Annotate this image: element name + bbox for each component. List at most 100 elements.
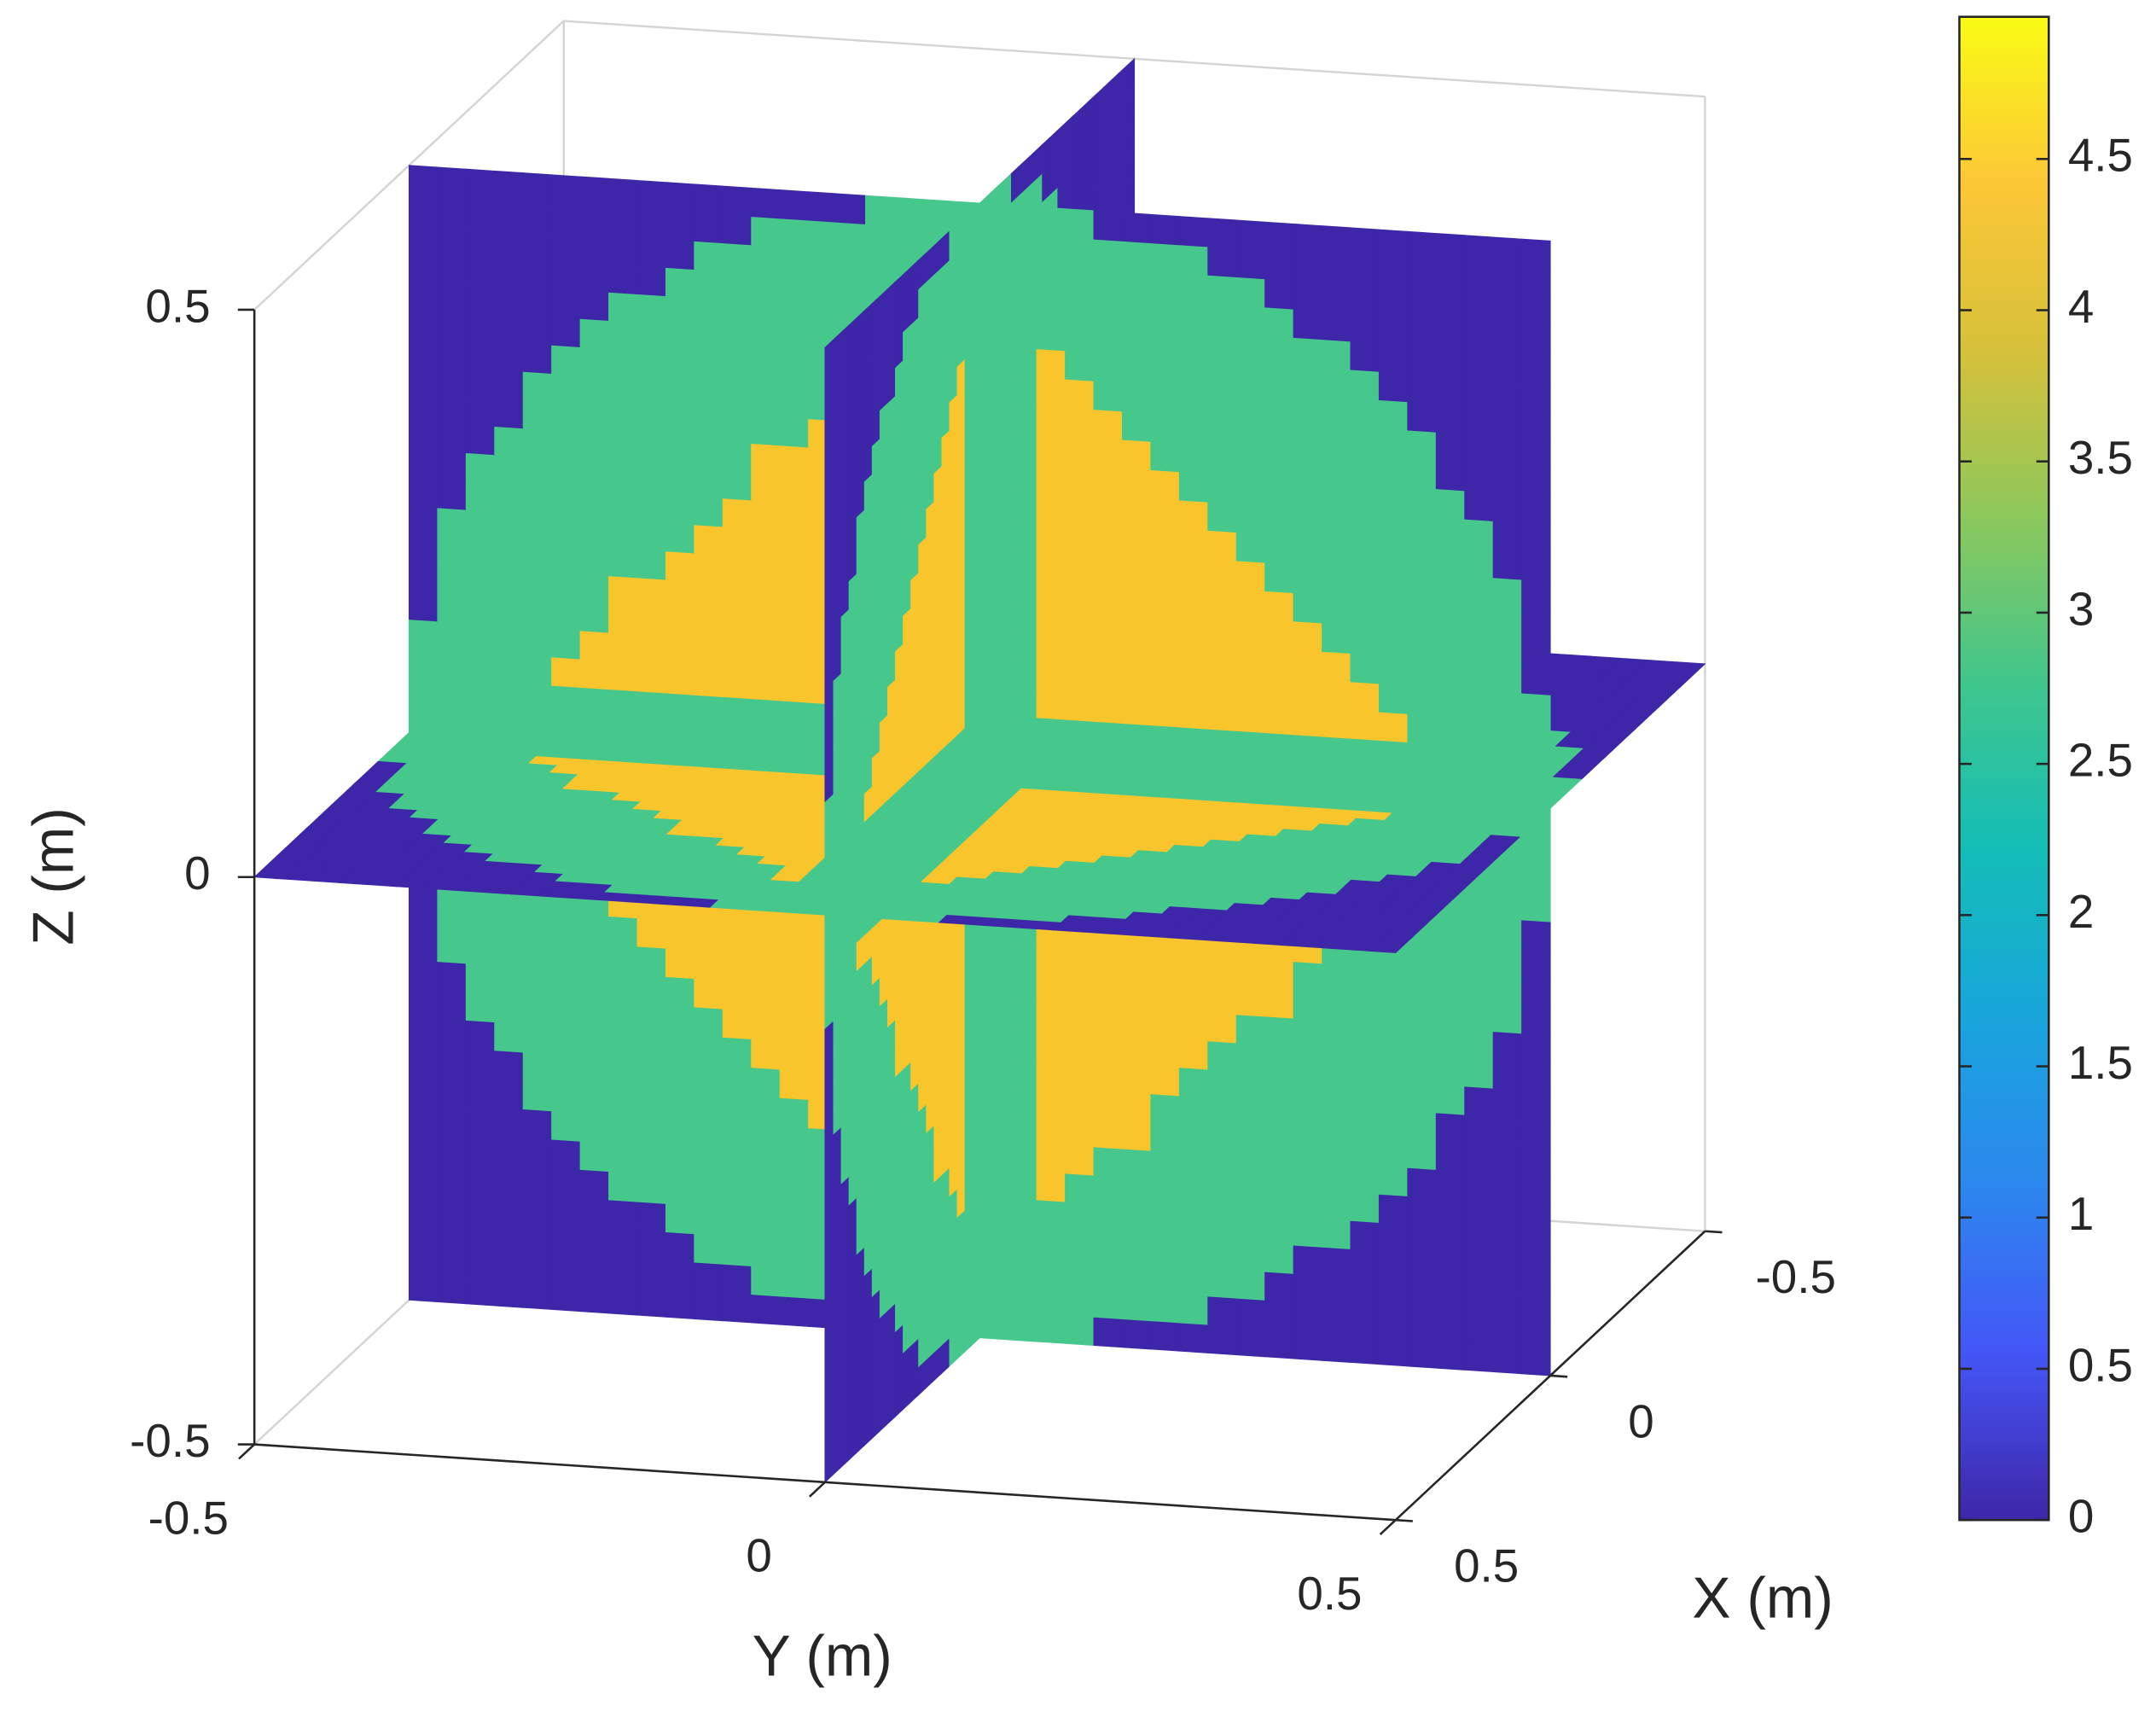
slice-cell xyxy=(1407,1195,1437,1227)
colorbar-tick-label: 2 xyxy=(2068,885,2094,938)
slice-cell xyxy=(1065,690,1095,722)
slice-cell xyxy=(408,249,439,282)
slice-cell xyxy=(1407,1110,1437,1142)
slice-cell xyxy=(665,295,695,327)
slice-cell xyxy=(1150,1150,1180,1182)
slice-cell xyxy=(1065,549,1095,580)
slice-cell xyxy=(779,331,810,363)
slice-cell xyxy=(1178,1010,1209,1042)
slice-cell xyxy=(1435,1027,1466,1059)
slice-cell xyxy=(1407,684,1437,717)
slice-cell xyxy=(1235,645,1266,677)
slice-cell xyxy=(1492,605,1523,637)
slice-cell xyxy=(1065,747,1095,779)
slice-cell xyxy=(722,327,753,359)
slice-cell xyxy=(1378,428,1409,459)
slice-cell xyxy=(1464,689,1494,720)
slice-cell xyxy=(751,216,781,247)
slice-cell xyxy=(408,1072,439,1104)
slice-cell xyxy=(722,696,753,728)
slice-cell xyxy=(494,1021,524,1053)
slice-cell xyxy=(779,1097,810,1129)
slice-cell xyxy=(1093,1118,1123,1150)
slice-cell xyxy=(1178,1067,1209,1098)
slice-cell xyxy=(608,660,638,692)
slice-cell xyxy=(1378,739,1409,771)
slice-cell xyxy=(636,492,666,524)
slice-cell xyxy=(665,1033,695,1064)
slice-cell xyxy=(1350,482,1380,515)
slice-cell xyxy=(779,728,810,760)
slice-cell xyxy=(665,947,695,980)
slice-cell xyxy=(494,397,524,429)
slice-cell xyxy=(1150,299,1180,331)
slice-cell xyxy=(1093,1089,1123,1121)
slice-cell xyxy=(551,401,581,433)
slice-cell xyxy=(494,709,524,741)
slice-cell xyxy=(1150,1235,1180,1266)
slice-cell xyxy=(551,174,581,206)
slice-cell xyxy=(779,359,810,391)
slice-cell xyxy=(465,509,496,541)
slice-cell xyxy=(465,566,496,597)
slice-cell xyxy=(1150,1178,1180,1210)
slice-cell xyxy=(1264,1299,1294,1331)
slice-cell xyxy=(779,1125,810,1157)
slice-cell xyxy=(465,650,496,683)
slice-cell xyxy=(1150,1093,1180,1125)
slice-cell xyxy=(551,997,581,1028)
slice-cell xyxy=(636,1031,666,1062)
slice-cell xyxy=(1521,607,1551,639)
slice-cell xyxy=(1293,1330,1323,1361)
slice-cell xyxy=(579,516,610,548)
x-tick xyxy=(1705,1230,1723,1234)
slice-cell xyxy=(551,1110,581,1142)
slice-cell xyxy=(1492,860,1523,893)
slice-cell xyxy=(1264,1185,1294,1218)
slice-cell xyxy=(1293,308,1323,340)
slice-cell xyxy=(1207,558,1237,590)
slice-cell xyxy=(665,1260,695,1291)
slice-cell xyxy=(1378,1051,1409,1084)
slice-cell xyxy=(1378,768,1409,800)
slice-cell xyxy=(722,242,753,274)
slice-cell xyxy=(551,543,581,574)
slice-cell xyxy=(1065,265,1095,297)
slice-cell xyxy=(1093,1260,1123,1291)
slice-cell xyxy=(1350,283,1380,316)
slice-cell xyxy=(1435,1084,1466,1115)
slice-cell xyxy=(408,987,439,1019)
slice-cell xyxy=(437,1159,467,1191)
slice-cell xyxy=(465,1048,496,1080)
slice-cell xyxy=(1293,1216,1323,1248)
slice-cell xyxy=(751,272,781,305)
slice-cell xyxy=(494,312,524,344)
slice-cell xyxy=(665,465,695,498)
slice-cell xyxy=(408,221,439,253)
slice-cell xyxy=(1150,1263,1180,1295)
slice-cell xyxy=(465,282,496,314)
slice-cell xyxy=(1065,1173,1095,1204)
slice-cell xyxy=(1036,235,1066,266)
slice-cell xyxy=(437,677,467,709)
slice-cell xyxy=(694,921,724,953)
slice-cell xyxy=(1293,649,1323,681)
slice-cell xyxy=(1036,1284,1066,1316)
slice-cell xyxy=(465,622,496,654)
slice-cell xyxy=(437,1244,467,1277)
slice-cell xyxy=(636,406,666,439)
slice-cell xyxy=(1065,463,1095,495)
slice-cell xyxy=(1178,1294,1209,1325)
slice-cell xyxy=(1293,450,1323,482)
slice-cell xyxy=(579,1282,610,1314)
slice-cell xyxy=(1322,622,1351,654)
slice-cell xyxy=(1322,225,1351,257)
slice-cell xyxy=(1435,233,1466,265)
slice-cell xyxy=(1378,286,1409,317)
slice-cell xyxy=(1093,720,1123,753)
slice-cell xyxy=(1065,293,1095,325)
slice-cell xyxy=(751,244,781,276)
slice-cell xyxy=(1407,372,1437,405)
slice-cell xyxy=(1178,386,1209,417)
slice-cell xyxy=(1322,1275,1351,1307)
